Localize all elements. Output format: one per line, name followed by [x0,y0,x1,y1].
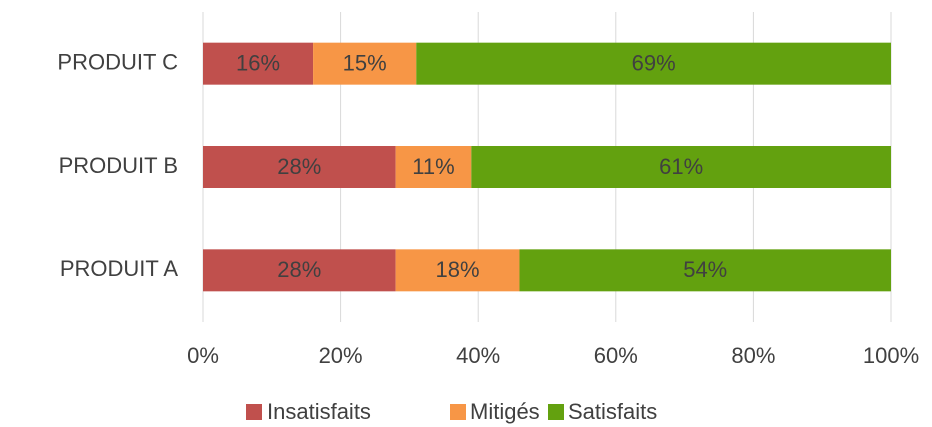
data-label: 15% [343,50,387,75]
bar-segment [203,42,314,85]
bar-segment [395,146,472,188]
x-tick-label: 40% [456,343,500,368]
data-label: 16% [236,50,280,75]
bar-segment [416,42,891,85]
legend-label: Satisfaits [568,399,657,424]
bar-segment [203,249,396,292]
bar-segment [471,146,891,188]
x-tick-label: 100% [863,343,919,368]
data-label: 54% [683,257,727,282]
x-tick-label: 0% [187,343,219,368]
data-label: 18% [436,257,480,282]
data-label: 61% [659,154,703,179]
legend-label: Insatisfaits [267,399,371,424]
legend-swatch [246,404,262,420]
bar-segment [519,249,891,292]
x-tick-label: 20% [319,343,363,368]
bar-segment [395,249,520,292]
data-label: 69% [632,50,676,75]
y-tick-label: PRODUIT B [59,153,178,178]
bar-segment [203,146,396,188]
data-label: 11% [412,154,454,179]
data-label: 28% [277,154,321,179]
x-tick-label: 60% [594,343,638,368]
x-tick-label: 80% [731,343,775,368]
y-tick-label: PRODUIT C [57,49,178,74]
legend-swatch [548,404,564,420]
legend-swatch [450,404,466,420]
data-label: 28% [277,257,321,282]
bar-segment [313,42,417,85]
legend-label: Mitigés [470,399,540,424]
y-tick-label: PRODUIT A [60,256,179,281]
